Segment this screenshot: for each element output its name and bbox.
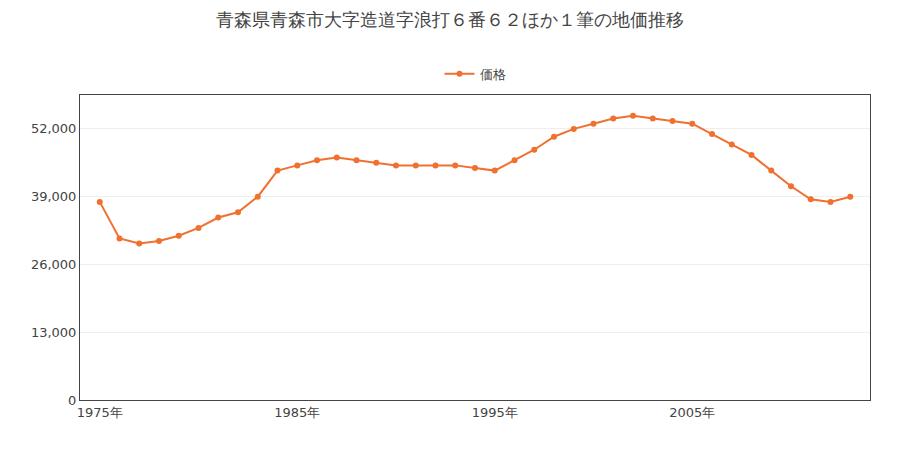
svg-text:52,000: 52,000 — [31, 121, 77, 136]
svg-text:1975年: 1975年 — [77, 405, 123, 420]
svg-text:26,000: 26,000 — [31, 257, 77, 272]
svg-text:1995年: 1995年 — [472, 405, 518, 420]
svg-text:2005年: 2005年 — [669, 405, 715, 420]
svg-text:0: 0 — [68, 393, 76, 408]
svg-text:青森県青森市大字造道字浪打６番６２ほか１筆の地価推移: 青森県青森市大字造道字浪打６番６２ほか１筆の地価推移 — [216, 9, 684, 30]
svg-text:13,000: 13,000 — [31, 325, 77, 340]
svg-text:1985年: 1985年 — [274, 405, 320, 420]
svg-text:39,000: 39,000 — [31, 189, 77, 204]
svg-text:価格: 価格 — [480, 67, 506, 82]
